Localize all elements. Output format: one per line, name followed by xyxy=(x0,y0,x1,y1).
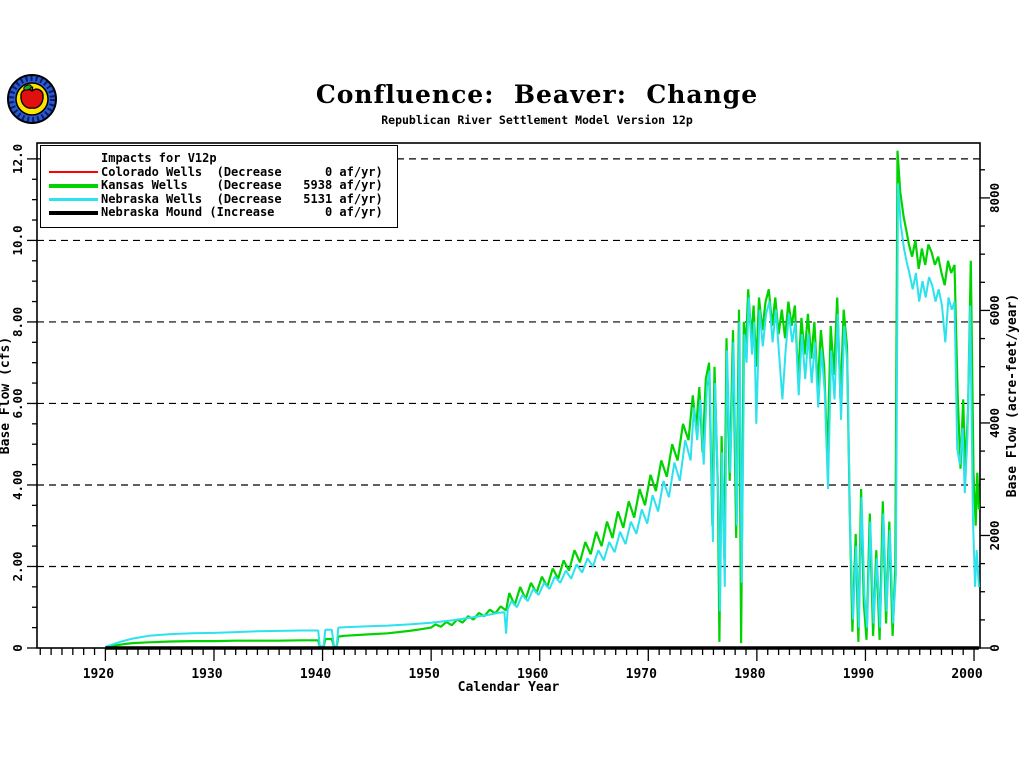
y-right-tick-label: 2000 xyxy=(987,520,1002,550)
y-left-tick-label: 2.00 xyxy=(10,551,25,581)
legend-label: Colorado Wells (Decrease 0 af/yr) xyxy=(101,164,383,179)
legend-row-nebraska-mound: Nebraska Mound (Increase 0 af/yr) xyxy=(41,205,397,220)
x-tick-label: 1950 xyxy=(408,667,439,682)
legend-label: Nebraska Mound (Increase 0 af/yr) xyxy=(101,205,383,219)
app-logo xyxy=(6,73,58,125)
y-left-tick-label: 10.0 xyxy=(10,225,25,255)
legend-label: Kansas Wells (Decrease 5938 af/yr) xyxy=(101,178,383,192)
page-title: Confluence: Beaver: Change xyxy=(315,80,759,109)
y-left-axis-title: Base Flow (cfs) xyxy=(0,337,13,454)
legend-row-nebraska-wells: Nebraska Wells (Decrease 5131 af/yr) xyxy=(41,191,397,207)
y-right-tick-label: 4000 xyxy=(987,408,1002,438)
y-right-tick-label: 6000 xyxy=(987,295,1002,325)
legend-swatch-cell xyxy=(49,197,98,201)
legend-swatch-cell xyxy=(49,171,98,174)
y-right-axis-title: Base Flow (acre-feet/year) xyxy=(1005,294,1020,498)
legend-row-colorado-wells: Colorado Wells (Decrease 0 af/yr) xyxy=(41,164,397,180)
y-left-tick-label: 12.0 xyxy=(10,144,25,174)
legend-line-swatch xyxy=(49,171,98,174)
legend-swatch-cell xyxy=(49,183,98,188)
y-left-tick-label: 4.00 xyxy=(10,470,25,500)
x-tick-label: 1940 xyxy=(300,667,331,682)
legend-line-swatch xyxy=(49,183,98,188)
legend-line-swatch xyxy=(49,197,98,201)
legend-line-swatch xyxy=(49,210,98,215)
x-tick-label: 1970 xyxy=(626,667,657,682)
legend-label: Impacts for V12p xyxy=(101,151,217,165)
y-left-tick-label: 6.00 xyxy=(10,388,25,418)
x-tick-label: 1930 xyxy=(191,667,222,682)
chart-legend: Impacts for V12p Colorado Wells (Decrease… xyxy=(40,145,398,228)
y-left-tick-label: 8.00 xyxy=(10,307,25,337)
x-axis-title: Calendar Year xyxy=(458,680,560,695)
x-tick-label: 1980 xyxy=(734,667,765,682)
legend-row-kansas-wells: Kansas Wells (Decrease 5938 af/yr) xyxy=(41,178,397,193)
legend-label: Nebraska Wells (Decrease 5131 af/yr) xyxy=(101,191,383,206)
series-line-nebraska-wells xyxy=(105,183,980,648)
legend-title-row: Impacts for V12p xyxy=(41,151,397,166)
x-tick-label: 1960 xyxy=(517,667,548,682)
x-tick-label: 1990 xyxy=(843,667,874,682)
x-tick-label: 2000 xyxy=(951,667,982,682)
y-right-tick-label: 8000 xyxy=(987,183,1002,213)
x-tick-label: 1920 xyxy=(83,667,114,682)
y-right-tick-label: 0 xyxy=(987,644,1002,652)
y-left-tick-label: 0 xyxy=(10,644,25,652)
page-subtitle: Republican River Settlement Model Versio… xyxy=(381,113,693,127)
legend-swatch-cell xyxy=(49,210,98,215)
apple-seal-icon xyxy=(7,74,57,124)
